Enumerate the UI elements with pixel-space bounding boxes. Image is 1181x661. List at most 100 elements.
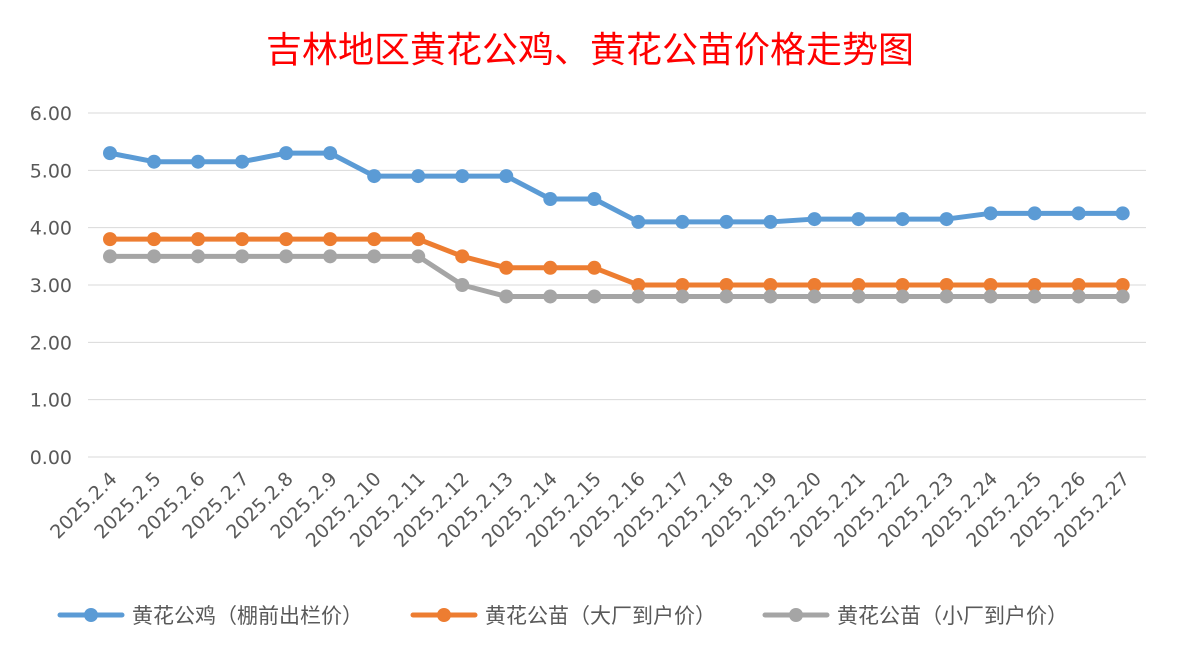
data-point (543, 260, 558, 275)
data-point (543, 289, 558, 304)
data-point (543, 192, 558, 206)
data-point (103, 232, 117, 247)
data-point (1071, 289, 1086, 304)
data-point (587, 289, 602, 304)
data-point (1027, 206, 1042, 221)
data-point (851, 212, 866, 227)
data-point (455, 169, 470, 184)
y-tick-label: 5.00 (30, 160, 72, 182)
data-point (895, 289, 910, 304)
data-point (367, 232, 382, 247)
data-point (1027, 278, 1042, 292)
data-point (895, 278, 910, 292)
y-axis-ticks: 0.00 1.00 2.00 3.00 4.00 5.00 6.00 (30, 103, 72, 469)
data-point (103, 249, 117, 264)
legend-dot-marker (437, 608, 451, 622)
data-point (1071, 206, 1086, 221)
data-point (1115, 289, 1130, 304)
data-point (1115, 278, 1130, 292)
data-point (939, 289, 954, 304)
legend-label: 黄花公苗（小厂到户价） (837, 604, 1068, 628)
data-point (367, 169, 382, 184)
data-point (235, 232, 250, 247)
series-lines (103, 146, 1130, 304)
data-point (587, 260, 602, 275)
data-point (807, 278, 822, 292)
series-line (107, 150, 1126, 225)
data-point (763, 289, 778, 304)
data-point (279, 146, 294, 161)
data-point (983, 289, 998, 304)
legend-item: 黄花公苗（小厂到户价） (762, 604, 1068, 628)
legend-label: 黄花公鸡（棚前出栏价） (132, 604, 363, 628)
data-point (807, 212, 822, 227)
data-point (235, 154, 250, 169)
data-point (939, 278, 954, 292)
data-point (1071, 278, 1086, 292)
y-tick-label: 6.00 (30, 103, 72, 125)
legend-dot-marker (84, 608, 98, 622)
data-point (851, 278, 866, 292)
gridlines (88, 112, 1146, 458)
data-point (455, 278, 470, 292)
data-point (191, 154, 206, 169)
data-point (675, 289, 690, 304)
legend-item: 黄花公苗（大厂到户价） (410, 604, 716, 628)
data-point (983, 278, 998, 292)
data-point (147, 249, 162, 264)
data-point (367, 249, 382, 264)
data-point (675, 278, 690, 292)
x-axis-ticks: 2025.2.42025.2.52025.2.62025.2.72025.2.8… (46, 468, 1134, 552)
data-point (499, 289, 514, 304)
data-point (323, 249, 338, 264)
data-point (455, 249, 470, 264)
data-point (895, 212, 910, 227)
series-1 (103, 146, 1130, 229)
data-point (499, 260, 514, 275)
data-point (147, 232, 162, 247)
data-point (323, 232, 338, 247)
data-point (235, 249, 250, 264)
data-point (411, 249, 426, 264)
series-2 (103, 232, 1130, 292)
legend-dot-marker (789, 608, 803, 622)
data-point (587, 192, 602, 206)
chart-title: 吉林地区黄花公鸡、黄花公苗价格走势图 (266, 30, 914, 71)
data-point (279, 232, 294, 247)
data-point (1115, 206, 1130, 221)
y-tick-label: 3.00 (30, 275, 72, 297)
data-point (411, 169, 426, 184)
y-tick-label: 1.00 (30, 390, 72, 412)
data-point (411, 232, 426, 247)
legend: 黄花公鸡（棚前出栏价） 黄花公苗（大厂到户价） 黄花公苗（小厂到户价） (57, 604, 1068, 628)
legend-item: 黄花公鸡（棚前出栏价） (57, 604, 363, 628)
data-point (631, 214, 646, 229)
data-point (631, 278, 646, 292)
series-line (107, 253, 1126, 299)
data-point (191, 249, 206, 264)
data-point (631, 289, 646, 304)
series-3 (103, 249, 1130, 304)
data-point (719, 214, 734, 229)
data-point (1027, 289, 1042, 304)
data-point (279, 249, 294, 264)
y-tick-label: 0.00 (30, 447, 72, 469)
data-point (103, 146, 117, 161)
y-tick-label: 2.00 (30, 332, 72, 354)
series-line (107, 236, 1126, 288)
data-point (499, 169, 514, 184)
data-point (807, 289, 822, 304)
data-point (191, 232, 206, 247)
data-point (719, 278, 734, 292)
y-tick-label: 4.00 (30, 218, 72, 240)
data-point (851, 289, 866, 304)
data-point (675, 214, 690, 229)
data-point (719, 289, 734, 304)
data-point (983, 206, 998, 221)
legend-label: 黄花公苗（大厂到户价） (485, 604, 716, 628)
data-point (763, 214, 778, 229)
data-point (763, 278, 778, 292)
data-point (147, 154, 162, 169)
